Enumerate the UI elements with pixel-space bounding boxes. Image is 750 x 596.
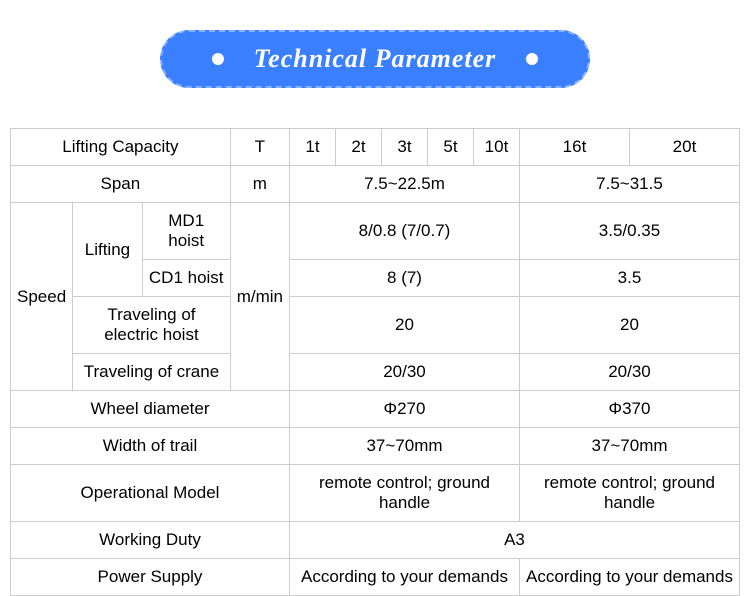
row-power-supply: Power Supply According to your demands A… (11, 559, 740, 596)
travel-crane-b: 20/30 (520, 354, 740, 391)
unit-span: m (230, 166, 289, 203)
cd1-b: 3.5 (520, 260, 740, 297)
val-10t: 10t (474, 129, 520, 166)
span-b: 7.5~31.5 (520, 166, 740, 203)
trail-a: 37~70mm (290, 428, 520, 465)
power-a: According to your demands (290, 559, 520, 596)
travel-crane-a: 20/30 (290, 354, 520, 391)
label-md1: MD1 hoist (142, 203, 230, 260)
label-op-model: Operational Model (11, 465, 290, 522)
label-power-supply: Power Supply (11, 559, 290, 596)
md1-a: 8/0.8 (7/0.7) (290, 203, 520, 260)
row-travel-hoist: Traveling of electric hoist 20 20 (11, 297, 740, 354)
label-working-duty: Working Duty (11, 522, 290, 559)
wheel-a: Φ270 (290, 391, 520, 428)
working-duty-val: A3 (290, 522, 740, 559)
md1-b: 3.5/0.35 (520, 203, 740, 260)
row-travel-crane: Traveling of crane 20/30 20/30 (11, 354, 740, 391)
label-lifting: Lifting (73, 203, 143, 297)
op-b: remote control; ground handle (520, 465, 740, 522)
val-5t: 5t (428, 129, 474, 166)
dot-icon (212, 53, 224, 65)
label-lifting-capacity: Lifting Capacity (11, 129, 231, 166)
unit-speed: m/min (230, 203, 289, 391)
label-wheel-diameter: Wheel diameter (11, 391, 290, 428)
parameter-table: Lifting Capacity T 1t 2t 3t 5t 10t 16t 2… (10, 128, 740, 596)
cd1-a: 8 (7) (290, 260, 520, 297)
dot-icon (526, 53, 538, 65)
val-16t: 16t (520, 129, 630, 166)
op-a: remote control; ground handle (290, 465, 520, 522)
unit-lifting-capacity: T (230, 129, 289, 166)
row-span: Span m 7.5~22.5m 7.5~31.5 (11, 166, 740, 203)
label-travel-crane: Traveling of crane (73, 354, 231, 391)
label-cd1: CD1 hoist (142, 260, 230, 297)
label-width-trail: Width of trail (11, 428, 290, 465)
row-wheel-diameter: Wheel diameter Φ270 Φ370 (11, 391, 740, 428)
label-travel-hoist: Traveling of electric hoist (73, 297, 231, 354)
power-b: According to your demands (520, 559, 740, 596)
row-working-duty: Working Duty A3 (11, 522, 740, 559)
label-span: Span (11, 166, 231, 203)
row-width-trail: Width of trail 37~70mm 37~70mm (11, 428, 740, 465)
title-banner: Technical Parameter (160, 30, 591, 88)
label-speed: Speed (11, 203, 73, 391)
val-1t: 1t (290, 129, 336, 166)
row-lifting-capacity: Lifting Capacity T 1t 2t 3t 5t 10t 16t 2… (11, 129, 740, 166)
span-a: 7.5~22.5m (290, 166, 520, 203)
val-20t: 20t (630, 129, 740, 166)
banner-container: Technical Parameter (0, 0, 750, 128)
val-2t: 2t (336, 129, 382, 166)
trail-b: 37~70mm (520, 428, 740, 465)
val-3t: 3t (382, 129, 428, 166)
travel-hoist-b: 20 (520, 297, 740, 354)
banner-title: Technical Parameter (254, 44, 497, 74)
row-speed-md1: Speed Lifting MD1 hoist m/min 8/0.8 (7/0… (11, 203, 740, 260)
row-operational-model: Operational Model remote control; ground… (11, 465, 740, 522)
travel-hoist-a: 20 (290, 297, 520, 354)
wheel-b: Φ370 (520, 391, 740, 428)
